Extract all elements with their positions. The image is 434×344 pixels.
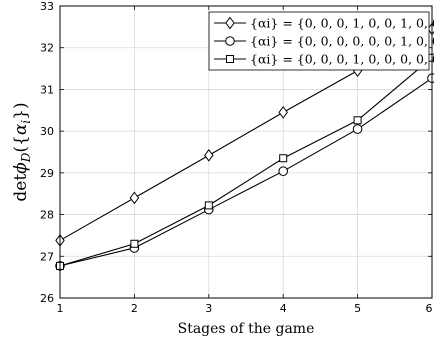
square-marker [204,201,213,210]
y-tick-label: 28 [40,209,54,222]
y-axis-label-group: detϕD({αi}) [11,102,33,201]
y-axis-label-part: det [11,174,31,202]
y-axis-label: detϕD({αi}) [11,102,33,201]
square-marker [279,154,288,163]
x-tick-label: 4 [280,302,287,315]
x-tick-label: 1 [57,302,64,315]
circle-marker [352,124,363,134]
y-tick-label: 33 [40,0,54,13]
circle-marker [427,73,434,83]
legend: {αi} = {0, 0, 0, 1, 0, 0, 1, 0, 0} {αi} =… [208,11,434,71]
y-tick-label: 26 [40,292,54,305]
square-marker [353,116,362,125]
diamond-marker [129,191,140,205]
diamond-marker [278,106,288,119]
y-axis-label-part: }) [11,102,31,119]
y-tick-label: 31 [40,83,54,96]
y-tick-label: 32 [40,42,54,55]
square-marker [226,55,234,63]
series-line [59,77,433,267]
plot-frame [59,5,433,299]
x-axis-label: Stages of the game [178,321,315,337]
y-tick-label: 27 [40,250,54,263]
y-axis-label-part: ({ [11,135,31,152]
y-axis-label-part: α [11,123,31,135]
legend-entry: {αi} = {0, 0, 0, 0, 0, 0, 1, 0, 0} [250,34,434,49]
series-line [59,57,433,267]
circle-marker [278,166,289,176]
y-tick-label: 29 [40,167,54,180]
x-tick-label: 5 [354,302,361,315]
x-tick-label: 3 [205,302,212,315]
y-axis-label-part: D [19,152,33,163]
diamond-marker [225,16,235,30]
x-tick-label: 6 [426,302,433,315]
x-tick-label: 2 [131,302,138,315]
y-axis-label-part: ϕ [11,162,31,174]
legend-entry: {αi} = {0, 0, 0, 1, 0, 0, 0, 0, 0} [250,52,434,67]
y-tick-label: 30 [40,125,54,138]
square-marker [130,239,139,248]
series-square [56,53,434,270]
y-axis-label-part: i [19,120,33,124]
diamond-marker [204,149,214,162]
circle-marker [225,36,235,46]
legend-entry: {αi} = {0, 0, 0, 1, 0, 0, 1, 0, 0} [250,16,434,31]
ticks: 1 2 3 4 5 6 26 27 28 29 30 31 32 33 [40,0,433,315]
